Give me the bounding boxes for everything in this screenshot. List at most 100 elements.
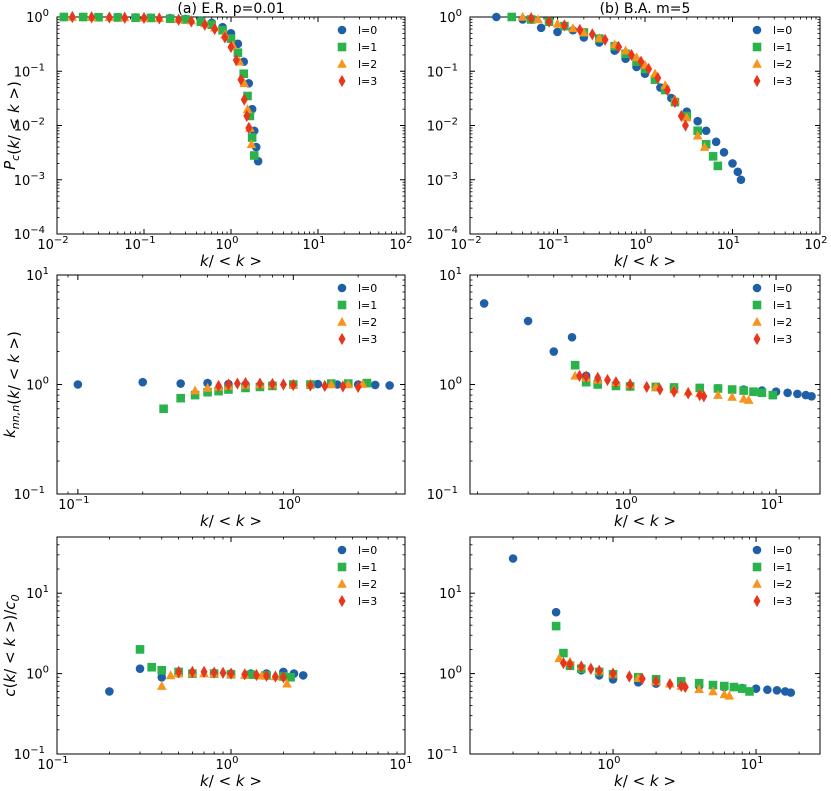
data-point <box>135 664 145 674</box>
data-point <box>609 667 617 680</box>
data-point <box>159 404 168 414</box>
data-point <box>256 377 264 390</box>
data-point <box>559 657 567 670</box>
data-point <box>593 380 603 389</box>
chart-title: (a) E.R. p=0.01 <box>177 1 284 17</box>
plot-frame <box>469 16 821 235</box>
legend-label: l=2 <box>773 578 792 591</box>
data-point <box>188 665 196 678</box>
plot-frame <box>56 536 406 755</box>
data-point <box>729 682 739 692</box>
x-tick-label: 10−1 <box>58 495 89 513</box>
data-point <box>237 73 245 86</box>
data-point <box>73 380 83 389</box>
series-l=2 <box>517 11 710 151</box>
data-point <box>227 40 235 54</box>
data-point <box>492 12 501 22</box>
data-point <box>517 11 528 21</box>
legend-marker <box>752 578 762 588</box>
y-tick-label: 100 <box>26 665 49 683</box>
y-tick-label: 10−4 <box>427 225 458 243</box>
data-point <box>566 658 574 671</box>
legend-marker <box>337 562 347 572</box>
x-axis-label: k/ < k > <box>200 512 262 530</box>
data-point <box>135 645 145 654</box>
data-point <box>321 379 329 393</box>
legend-marker <box>338 594 346 608</box>
legend-marker <box>753 74 761 88</box>
legend-label: l=3 <box>358 75 377 88</box>
x-axis-label: k/ < k > <box>614 512 676 530</box>
data-point <box>670 385 678 398</box>
data-point <box>68 10 76 24</box>
legend-marker <box>752 58 762 68</box>
data-point <box>94 12 103 22</box>
data-point <box>681 119 689 132</box>
series-l=3 <box>559 657 689 694</box>
x-tick-label: 10−1 <box>538 235 569 253</box>
data-point <box>727 391 737 401</box>
y-tick-label: 101 <box>439 266 462 284</box>
y-tick-label: 10−3 <box>427 171 458 189</box>
legend-marker <box>337 42 347 52</box>
data-point <box>165 670 176 680</box>
data-point <box>233 377 241 390</box>
minor-ticks <box>470 17 820 234</box>
series-l=1 <box>59 12 259 160</box>
x-tick-label: 10−1 <box>124 235 155 253</box>
data-point <box>708 680 718 690</box>
data-point <box>612 376 620 389</box>
series-l=3 <box>175 665 287 684</box>
data-point <box>113 13 123 22</box>
data-point <box>551 607 561 617</box>
data-point <box>181 15 190 24</box>
chart-title: (b) B.A. m=5 <box>600 1 691 17</box>
data-point <box>594 371 602 384</box>
data-point <box>306 379 314 392</box>
data-point <box>615 40 623 54</box>
data-point <box>677 109 685 123</box>
legend-label: l=0 <box>358 24 377 37</box>
legend: l=0 l=1 l=2 l=3 <box>337 24 377 88</box>
data-point <box>286 672 295 682</box>
minor-ticks <box>57 17 405 234</box>
data-point <box>146 13 156 23</box>
data-point <box>239 78 250 88</box>
data-point <box>175 665 183 678</box>
legend: l=0 l=1 l=2 l=3 <box>752 24 792 88</box>
y-axis-label: knn,n(k/ < k >) <box>1 331 23 438</box>
legend-marker <box>337 283 347 293</box>
minor-ticks <box>57 537 405 754</box>
data-point <box>640 64 650 74</box>
data-point <box>190 390 200 400</box>
x-tick-label: 101 <box>390 755 413 773</box>
data-point <box>694 678 704 688</box>
y-tick-label: 10−1 <box>427 485 458 503</box>
data-point <box>663 83 671 97</box>
data-point <box>603 373 611 387</box>
legend-label: l=1 <box>358 561 377 574</box>
data-point <box>757 388 767 398</box>
data-point <box>681 112 692 122</box>
data-point <box>643 380 651 394</box>
data-point <box>354 380 362 394</box>
legend-label: l=1 <box>773 299 792 312</box>
y-tick-label: 10−2 <box>427 117 458 135</box>
legend-marker <box>753 332 761 346</box>
legend-marker <box>338 332 346 346</box>
chart-b-bot: 100 101 10−1 100 101 k/ < k > l=0 l=1 l=2 l=3 <box>427 536 821 790</box>
data-point <box>211 22 219 36</box>
data-point <box>699 141 710 151</box>
data-point <box>711 137 721 147</box>
data-point <box>226 34 236 43</box>
data-point <box>219 666 227 680</box>
data-point <box>508 554 518 563</box>
data-point <box>224 378 232 391</box>
data-point <box>241 668 249 681</box>
data-point <box>559 648 568 658</box>
data-point <box>587 662 595 675</box>
data-point <box>713 390 723 399</box>
data-point <box>708 686 718 696</box>
data-point <box>157 665 167 675</box>
